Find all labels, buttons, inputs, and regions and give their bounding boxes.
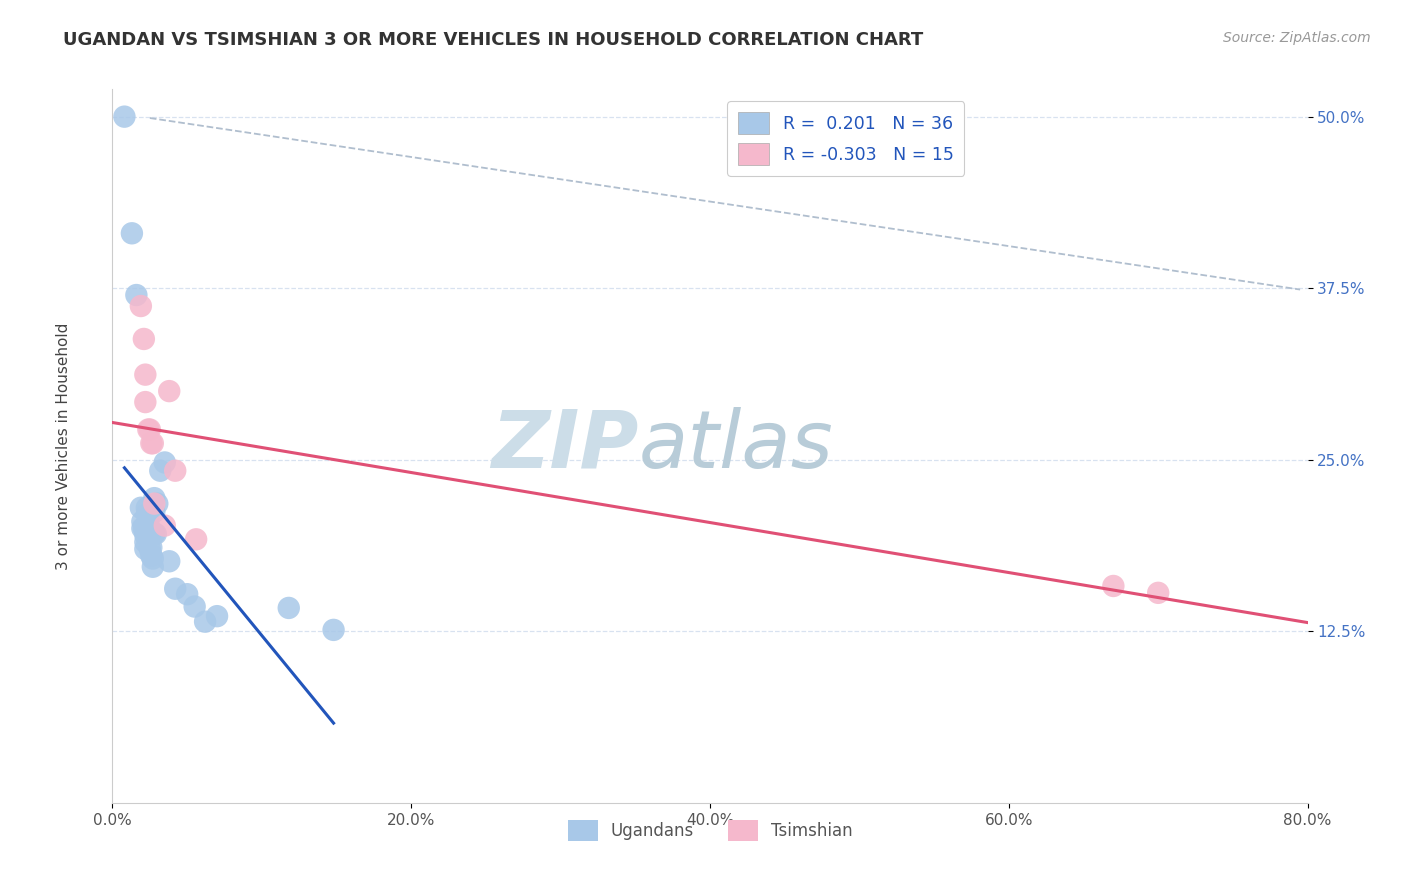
Point xyxy=(157,384,180,398)
Point xyxy=(138,515,160,529)
Text: Source: ZipAtlas.com: Source: ZipAtlas.com xyxy=(1223,31,1371,45)
Point xyxy=(186,533,208,547)
Point xyxy=(114,110,135,124)
Point xyxy=(322,623,344,637)
Point xyxy=(145,526,167,541)
Point xyxy=(138,423,160,437)
Point xyxy=(165,464,187,478)
Point xyxy=(1147,586,1170,600)
Point xyxy=(135,508,157,522)
Point xyxy=(143,497,166,511)
Point xyxy=(125,288,148,302)
Point xyxy=(142,551,165,566)
Text: atlas: atlas xyxy=(638,407,834,485)
Point xyxy=(194,615,217,629)
Point xyxy=(149,464,172,478)
Point xyxy=(132,332,155,346)
Point xyxy=(121,227,143,241)
Point xyxy=(176,587,198,601)
Legend: Ugandans, Tsimshian: Ugandans, Tsimshian xyxy=(561,814,859,848)
Point xyxy=(139,521,162,535)
Point xyxy=(139,423,162,437)
Text: 3 or more Vehicles in Household: 3 or more Vehicles in Household xyxy=(56,322,70,570)
Point xyxy=(146,497,169,511)
Point xyxy=(205,609,228,624)
Point xyxy=(153,455,176,469)
Text: ZIP: ZIP xyxy=(491,407,638,485)
Point xyxy=(131,515,153,529)
Point xyxy=(153,518,176,533)
Point xyxy=(134,528,156,542)
Point xyxy=(134,368,156,382)
Point xyxy=(277,601,299,615)
Point xyxy=(132,521,155,535)
Point xyxy=(142,436,165,450)
Point xyxy=(141,436,163,450)
Point xyxy=(139,541,162,556)
Point xyxy=(143,526,166,541)
Point xyxy=(131,521,153,535)
Point xyxy=(129,299,152,313)
Point xyxy=(1102,579,1125,593)
Text: UGANDAN VS TSIMSHIAN 3 OR MORE VEHICLES IN HOUSEHOLD CORRELATION CHART: UGANDAN VS TSIMSHIAN 3 OR MORE VEHICLES … xyxy=(63,31,924,49)
Point xyxy=(142,559,165,574)
Point xyxy=(135,500,157,515)
Point xyxy=(183,599,205,614)
Point xyxy=(134,535,156,549)
Point xyxy=(139,528,162,542)
Point xyxy=(143,505,166,519)
Point xyxy=(129,500,152,515)
Point xyxy=(134,541,156,556)
Point xyxy=(157,554,180,568)
Point xyxy=(143,491,166,505)
Point xyxy=(165,582,187,596)
Point xyxy=(138,508,160,522)
Point xyxy=(141,541,163,555)
Point xyxy=(134,395,156,409)
Point xyxy=(141,549,163,563)
